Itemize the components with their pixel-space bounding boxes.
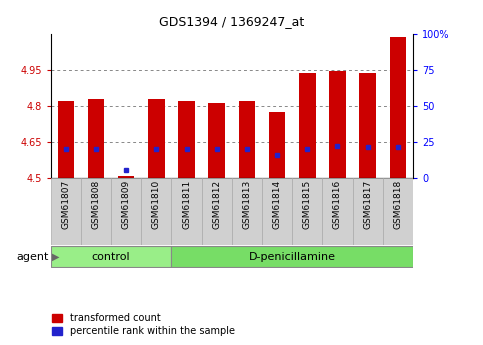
Text: GSM61810: GSM61810 bbox=[152, 180, 161, 229]
Bar bbox=[299, 73, 315, 178]
FancyBboxPatch shape bbox=[202, 178, 232, 245]
Text: GSM61811: GSM61811 bbox=[182, 180, 191, 229]
Text: ▶: ▶ bbox=[52, 252, 59, 262]
FancyBboxPatch shape bbox=[51, 178, 81, 245]
FancyBboxPatch shape bbox=[171, 246, 413, 267]
Text: control: control bbox=[92, 252, 130, 262]
Text: GDS1394 / 1369247_at: GDS1394 / 1369247_at bbox=[159, 16, 304, 29]
Text: GSM61812: GSM61812 bbox=[212, 180, 221, 229]
Bar bbox=[57, 101, 74, 178]
Text: agent: agent bbox=[16, 252, 48, 262]
Text: GSM61817: GSM61817 bbox=[363, 180, 372, 229]
Bar bbox=[329, 71, 346, 178]
FancyBboxPatch shape bbox=[171, 178, 202, 245]
Text: GSM61808: GSM61808 bbox=[91, 180, 100, 229]
FancyBboxPatch shape bbox=[262, 178, 292, 245]
Text: D-penicillamine: D-penicillamine bbox=[249, 252, 336, 262]
FancyBboxPatch shape bbox=[232, 178, 262, 245]
Bar bbox=[390, 37, 406, 178]
Text: GSM61807: GSM61807 bbox=[61, 180, 71, 229]
FancyBboxPatch shape bbox=[142, 178, 171, 245]
FancyBboxPatch shape bbox=[292, 178, 323, 245]
Bar bbox=[88, 99, 104, 178]
Legend: transformed count, percentile rank within the sample: transformed count, percentile rank withi… bbox=[48, 309, 239, 340]
FancyBboxPatch shape bbox=[383, 178, 413, 245]
Text: GSM61816: GSM61816 bbox=[333, 180, 342, 229]
Text: GSM61818: GSM61818 bbox=[393, 180, 402, 229]
FancyBboxPatch shape bbox=[81, 178, 111, 245]
FancyBboxPatch shape bbox=[323, 178, 353, 245]
Bar bbox=[269, 112, 285, 178]
FancyBboxPatch shape bbox=[111, 178, 142, 245]
Text: GSM61809: GSM61809 bbox=[122, 180, 131, 229]
Text: GSM61814: GSM61814 bbox=[272, 180, 282, 229]
Text: GSM61815: GSM61815 bbox=[303, 180, 312, 229]
Text: GSM61813: GSM61813 bbox=[242, 180, 252, 229]
Bar bbox=[178, 101, 195, 178]
Bar bbox=[118, 177, 134, 178]
Bar bbox=[209, 102, 225, 178]
Bar bbox=[239, 101, 255, 178]
FancyBboxPatch shape bbox=[51, 246, 171, 267]
FancyBboxPatch shape bbox=[353, 178, 383, 245]
Bar bbox=[148, 99, 165, 178]
Bar bbox=[359, 73, 376, 178]
